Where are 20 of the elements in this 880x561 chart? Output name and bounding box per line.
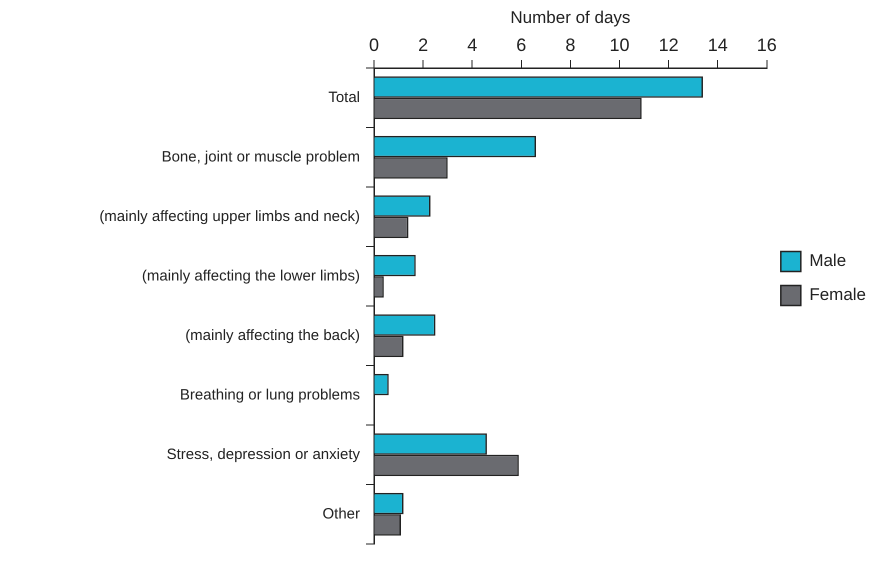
x-axis-title: Number of days — [510, 8, 630, 27]
x-tick-label: 6 — [516, 35, 526, 56]
x-tick-label: 16 — [756, 35, 777, 56]
y-tick-label: Breathing or lung problems — [180, 386, 360, 404]
x-tick-label: 12 — [658, 35, 679, 56]
legend-label: Female — [809, 285, 866, 304]
y-tick-label: Other — [322, 505, 360, 522]
y-tick-label: Bone, joint or muscle problem — [162, 148, 360, 166]
x-tick-label: 4 — [467, 35, 478, 56]
y-tick-label: Stress, depression or anxiety — [166, 446, 360, 463]
x-tick-label: 2 — [418, 35, 428, 56]
y-tick-label: (mainly affecting upper limbs and neck) — [99, 208, 360, 225]
y-tick-label: Total — [328, 88, 360, 106]
x-tick-label: 8 — [565, 35, 576, 56]
y-tick-label: (mainly affecting the lower limbs) — [142, 267, 360, 284]
x-tick-label: 14 — [708, 35, 728, 56]
y-tick-label: (mainly affecting the back) — [185, 326, 360, 344]
x-tick-label: 10 — [609, 35, 630, 56]
x-tick-label: 0 — [368, 35, 380, 56]
legend-label: Male — [809, 251, 846, 270]
